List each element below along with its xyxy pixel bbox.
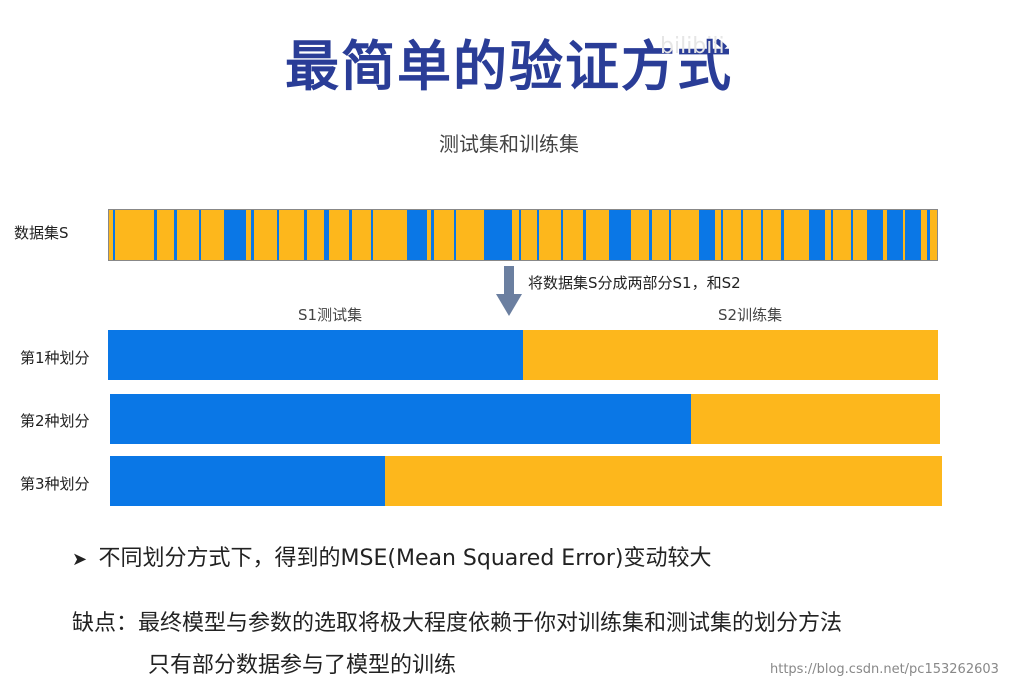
dataset-sample bbox=[113, 210, 115, 260]
bullet-point: ➤ 不同划分方式下，得到的MSE(Mean Squared Error)变动较大 bbox=[72, 540, 712, 572]
dataset-sample bbox=[199, 210, 201, 260]
dataset-sample bbox=[831, 210, 833, 260]
split-label-2: 第2种划分 bbox=[20, 412, 90, 430]
dataset-sample bbox=[583, 210, 586, 260]
dataset-sample bbox=[781, 210, 784, 260]
split-bar-2 bbox=[110, 394, 940, 444]
dataset-sample bbox=[174, 210, 177, 260]
train-segment-1 bbox=[523, 330, 938, 380]
test-segment-3 bbox=[110, 456, 385, 506]
s2-train-label: S2训练集 bbox=[718, 306, 783, 324]
dataset-sample bbox=[454, 210, 456, 260]
dataset-sample bbox=[721, 210, 723, 260]
test-segment-2 bbox=[110, 394, 691, 444]
down-arrow-icon bbox=[496, 266, 522, 316]
bullet-text: 不同划分方式下，得到的MSE(Mean Squared Error)变动较大 bbox=[98, 546, 712, 571]
dataset-sample bbox=[741, 210, 743, 260]
dataset-sample bbox=[669, 210, 671, 260]
dataset-sample bbox=[154, 210, 157, 260]
source-credit: https://blog.csdn.net/pc153262603 bbox=[770, 662, 999, 677]
dataset-sample bbox=[699, 210, 715, 260]
dataset-sample bbox=[349, 210, 352, 260]
split-label-1: 第1种划分 bbox=[20, 349, 90, 367]
dataset-sample bbox=[761, 210, 763, 260]
dataset-sample bbox=[324, 210, 329, 260]
dataset-sample bbox=[809, 210, 825, 260]
dataset-sample bbox=[867, 210, 883, 260]
dataset-sample bbox=[484, 210, 512, 260]
dataset-sample bbox=[371, 210, 373, 260]
arrow-bullet-icon: ➤ bbox=[72, 549, 99, 570]
dataset-sample bbox=[905, 210, 921, 260]
dataset-sample bbox=[224, 210, 246, 260]
drawback-text: 缺点：最终模型与参数的选取将极大程度依赖于你对训练集和测试集的划分方法 只有部分… bbox=[72, 603, 842, 687]
dataset-sample bbox=[851, 210, 853, 260]
train-segment-2 bbox=[691, 394, 940, 444]
dataset-sample bbox=[431, 210, 434, 260]
dataset-sample bbox=[887, 210, 903, 260]
split-bar-3 bbox=[110, 456, 942, 506]
test-segment-1 bbox=[108, 330, 523, 380]
dataset-sample bbox=[609, 210, 631, 260]
dataset-sample bbox=[519, 210, 521, 260]
dataset-bar bbox=[108, 209, 938, 261]
dataset-sample bbox=[649, 210, 652, 260]
watermark-logo: bilibili bbox=[660, 34, 725, 59]
split-caption: 将数据集S分成两部分S1，和S2 bbox=[528, 274, 741, 292]
drawback-line-1: 缺点：最终模型与参数的选取将极大程度依赖于你对训练集和测试集的划分方法 bbox=[72, 611, 843, 636]
page-title: 最简单的验证方式 bbox=[285, 35, 733, 98]
split-label-3: 第3种划分 bbox=[20, 475, 90, 493]
train-segment-3 bbox=[384, 456, 942, 506]
split-bar-1 bbox=[108, 330, 938, 380]
s1-test-label: S1测试集 bbox=[298, 306, 363, 324]
dataset-sample bbox=[537, 210, 539, 260]
dataset-sample bbox=[561, 210, 563, 260]
dataset-sample bbox=[304, 210, 307, 260]
dataset-sample bbox=[251, 210, 254, 260]
drawback-line-2: 只有部分数据参与了模型的训练 bbox=[148, 653, 457, 678]
dataset-sample bbox=[927, 210, 930, 260]
subtitle: 测试集和训练集 bbox=[439, 132, 579, 156]
dataset-sample bbox=[407, 210, 427, 260]
dataset-label: 数据集S bbox=[14, 224, 69, 242]
dataset-sample bbox=[277, 210, 279, 260]
